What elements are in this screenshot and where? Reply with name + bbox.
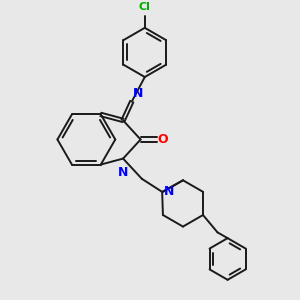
Text: N: N (118, 166, 128, 179)
Text: N: N (133, 87, 143, 100)
Text: O: O (158, 133, 168, 146)
Text: Cl: Cl (139, 2, 151, 12)
Text: N: N (164, 185, 174, 198)
